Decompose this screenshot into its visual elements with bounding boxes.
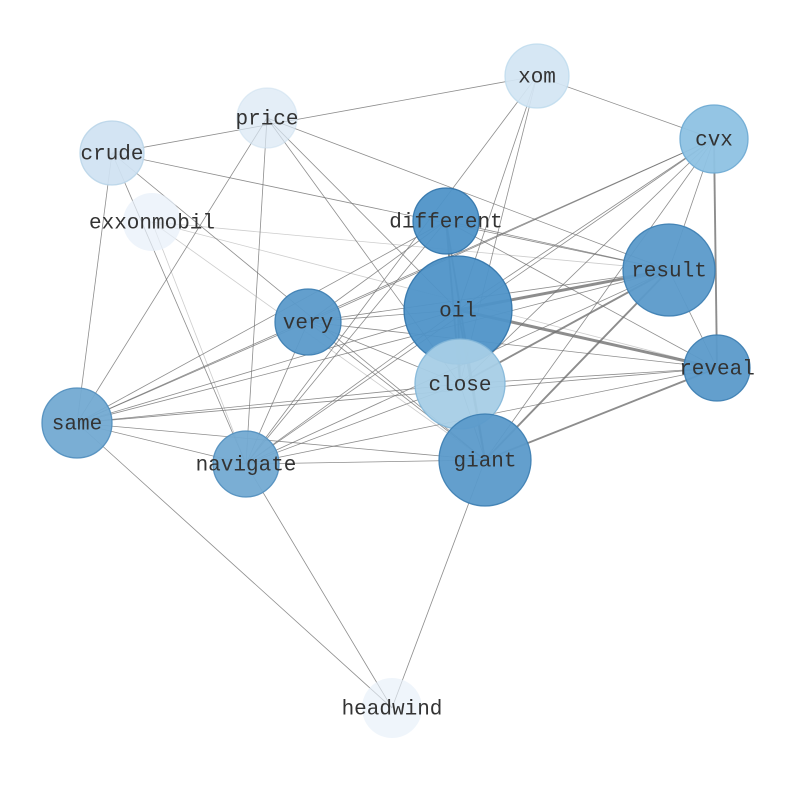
svg-text:same: same — [52, 414, 102, 437]
svg-text:oil: oil — [439, 301, 477, 324]
svg-text:very: very — [283, 313, 333, 336]
svg-text:different: different — [389, 212, 502, 235]
svg-text:cvx: cvx — [695, 130, 733, 153]
svg-text:giant: giant — [453, 451, 516, 474]
svg-text:navigate: navigate — [196, 455, 297, 478]
svg-text:crude: crude — [80, 144, 143, 167]
svg-text:xom: xom — [518, 67, 556, 90]
svg-text:price: price — [235, 109, 298, 132]
svg-text:close: close — [428, 375, 491, 398]
svg-text:exxonmobil: exxonmobil — [89, 213, 215, 236]
svg-text:headwind: headwind — [342, 699, 443, 722]
svg-text:reveal: reveal — [679, 359, 755, 382]
svg-text:result: result — [631, 261, 707, 284]
